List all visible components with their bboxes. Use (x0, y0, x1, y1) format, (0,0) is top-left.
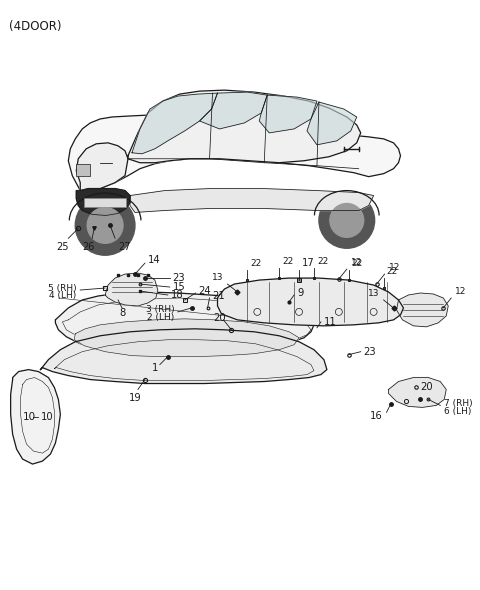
Text: 25: 25 (56, 242, 69, 253)
Polygon shape (200, 92, 267, 129)
Text: 23: 23 (173, 273, 185, 283)
Text: 12: 12 (351, 258, 362, 267)
Text: 19: 19 (129, 394, 141, 404)
Text: 5 (RH): 5 (RH) (48, 284, 76, 293)
Text: 10: 10 (23, 412, 36, 422)
Bar (84, 198, 126, 208)
Text: 23: 23 (364, 347, 376, 357)
Text: 22: 22 (352, 259, 363, 268)
Text: 18: 18 (171, 290, 183, 300)
Polygon shape (217, 278, 404, 326)
Circle shape (330, 204, 364, 237)
Text: 22: 22 (317, 257, 328, 266)
Bar (76, 163, 90, 176)
Text: 13: 13 (368, 289, 380, 298)
Circle shape (319, 192, 374, 248)
Text: 4 (LH): 4 (LH) (49, 291, 76, 300)
Polygon shape (259, 95, 317, 133)
Text: 21: 21 (213, 291, 225, 301)
Polygon shape (11, 369, 60, 464)
Text: 1: 1 (152, 363, 158, 373)
Polygon shape (130, 189, 373, 212)
Text: 6 (LH): 6 (LH) (444, 407, 472, 416)
Text: 24: 24 (199, 286, 211, 296)
Polygon shape (40, 329, 327, 384)
Polygon shape (55, 292, 314, 353)
Text: 13: 13 (212, 273, 224, 282)
Text: 9: 9 (297, 288, 303, 298)
Polygon shape (396, 293, 448, 327)
Text: 16: 16 (370, 411, 383, 421)
Text: 22: 22 (250, 259, 262, 268)
Circle shape (87, 208, 123, 243)
Polygon shape (307, 102, 357, 145)
Text: 26: 26 (82, 242, 95, 253)
Polygon shape (128, 90, 360, 163)
Polygon shape (76, 189, 130, 215)
Text: 7 (RH): 7 (RH) (444, 399, 473, 408)
Polygon shape (76, 143, 128, 192)
Text: 3 (RH): 3 (RH) (146, 306, 175, 314)
Text: 12: 12 (388, 263, 400, 272)
Text: 22: 22 (386, 267, 398, 276)
Text: 2 (LH): 2 (LH) (147, 313, 175, 322)
Text: 27: 27 (118, 242, 131, 253)
Text: 20: 20 (420, 382, 433, 392)
Text: 10: 10 (40, 412, 53, 422)
Text: 15: 15 (173, 282, 185, 292)
Text: 11: 11 (324, 317, 336, 327)
Polygon shape (388, 378, 446, 407)
Text: 22: 22 (282, 257, 293, 266)
Polygon shape (105, 273, 158, 306)
Text: 20: 20 (213, 313, 226, 323)
Text: 8: 8 (119, 308, 125, 318)
Circle shape (75, 195, 135, 255)
Polygon shape (74, 319, 299, 357)
Polygon shape (68, 115, 400, 192)
Text: 14: 14 (148, 255, 160, 265)
Text: 17: 17 (302, 258, 315, 268)
Text: 12: 12 (455, 287, 467, 296)
Polygon shape (132, 93, 217, 154)
Text: (4DOOR): (4DOOR) (9, 19, 61, 32)
